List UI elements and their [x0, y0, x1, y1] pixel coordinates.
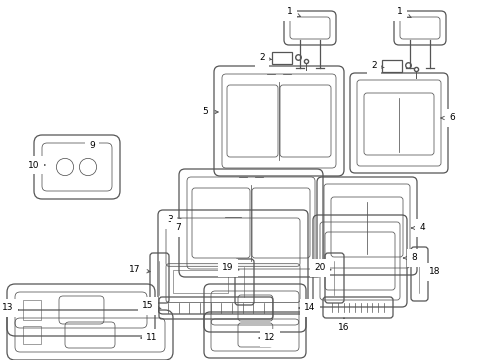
Text: 6: 6: [440, 113, 454, 122]
Bar: [23, 300, 41, 320]
Text: 9: 9: [89, 140, 95, 149]
Bar: [173, 270, 227, 293]
Bar: [381, 60, 401, 72]
Bar: [271, 52, 291, 64]
Text: 17: 17: [129, 266, 150, 274]
Text: 5: 5: [202, 108, 218, 117]
Text: 2: 2: [259, 54, 271, 63]
Text: 10: 10: [28, 161, 45, 170]
Text: 1: 1: [286, 8, 300, 17]
Text: 7: 7: [175, 224, 182, 233]
Text: 3: 3: [167, 216, 183, 225]
Text: 18: 18: [428, 267, 440, 276]
Text: 16: 16: [338, 318, 349, 333]
Text: 12: 12: [259, 333, 275, 342]
Text: 2: 2: [370, 62, 383, 71]
Text: 4: 4: [411, 224, 424, 233]
Text: 13: 13: [2, 303, 19, 312]
Text: 8: 8: [403, 253, 416, 262]
Bar: [23, 326, 41, 344]
Text: 14: 14: [298, 303, 315, 312]
Text: 15: 15: [142, 302, 161, 310]
Text: 19: 19: [222, 264, 239, 273]
Text: 11: 11: [141, 333, 158, 342]
Text: 1: 1: [396, 8, 410, 18]
Text: 20: 20: [314, 264, 330, 273]
